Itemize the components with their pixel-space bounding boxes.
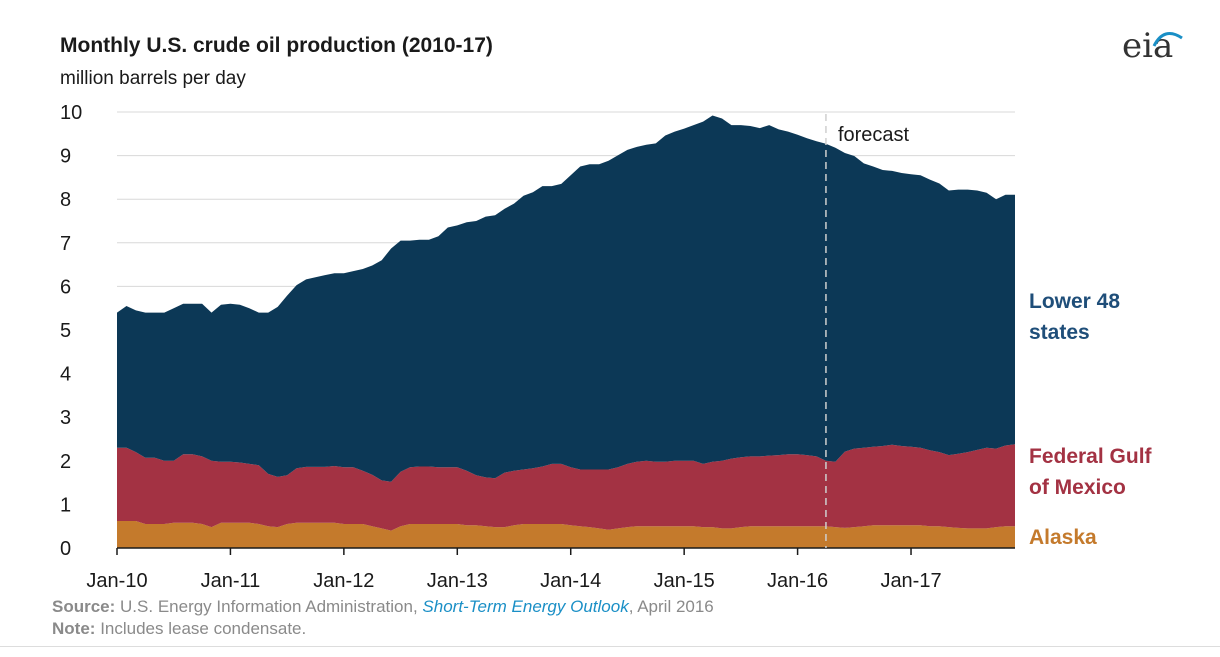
chart-title: Monthly U.S. crude oil production (2010-… (60, 34, 493, 57)
footer-divider (0, 646, 1220, 647)
x-tick-label: Jan-15 (654, 570, 715, 592)
eia-logo[interactable]: eia (1122, 26, 1174, 66)
note-label: Note: (52, 619, 96, 638)
y-tick-label: 1 (60, 494, 71, 516)
area-federal-gulf-of-mexico (117, 444, 1015, 531)
y-tick-label: 10 (60, 102, 82, 124)
y-tick-label: 6 (60, 276, 71, 298)
y-tick-label: 9 (60, 146, 71, 168)
x-tick-label: Jan-10 (86, 570, 147, 592)
legend-gulf-of-mexico: Federal Gulf of Mexico (1029, 445, 1153, 499)
y-tick-label: 0 (60, 538, 71, 560)
x-tick-label: Jan-16 (767, 570, 828, 592)
legend-lower-48: Lower 48 states (1029, 290, 1120, 344)
y-tick-label: 4 (60, 364, 71, 386)
legend-alaska: Alaska (1029, 526, 1097, 549)
source-line: Source: U.S. Energy Information Administ… (52, 597, 714, 617)
chart-subtitle: million barrels per day (60, 68, 246, 89)
source-date: , April 2016 (628, 597, 714, 616)
source-label: Source: (52, 597, 116, 616)
note-line: Note: Includes lease condensate. (52, 619, 306, 639)
steo-link[interactable]: Short-Term Energy Outlook (422, 597, 629, 616)
note-text: Includes lease condensate. (100, 619, 307, 638)
y-tick-label: 7 (60, 233, 71, 255)
forecast-label: forecast (838, 124, 910, 146)
eia-logo-swoosh-icon (1152, 32, 1183, 47)
x-tick-label: Jan-12 (313, 570, 374, 592)
y-tick-label: 3 (60, 407, 71, 429)
production-chart: 0 1 2 3 4 5 6 7 8 9 10 Jan-10 Jan-11 Jan-12 Jan-13 Jan-… (60, 102, 1153, 592)
x-tick-label: Jan-17 (880, 570, 941, 592)
area-alaska (117, 521, 1015, 548)
y-tick-label: 8 (60, 189, 71, 211)
source-text: U.S. Energy Information Administration, (120, 597, 418, 616)
area-lower-48-states (117, 115, 1015, 482)
x-tick-label: Jan-13 (427, 570, 488, 592)
y-tick-label: 5 (60, 320, 71, 342)
x-tick-label: Jan-11 (201, 570, 261, 592)
y-tick-label: 2 (60, 451, 71, 473)
x-tick-label: Jan-14 (540, 570, 601, 592)
